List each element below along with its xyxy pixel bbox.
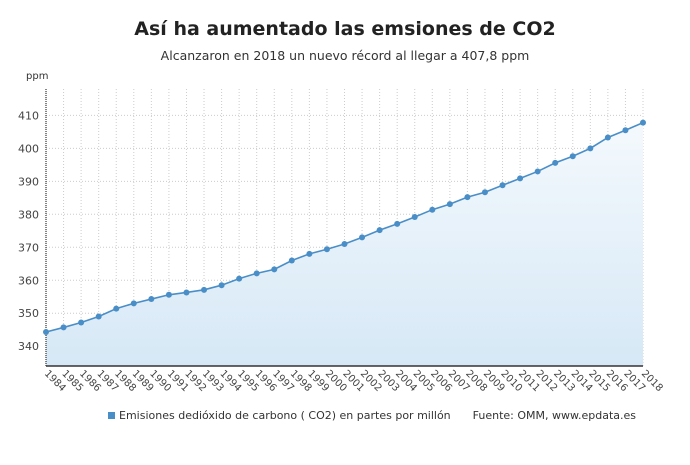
data-point xyxy=(183,289,190,296)
data-point xyxy=(604,134,611,141)
data-point xyxy=(376,227,383,234)
data-point xyxy=(288,257,295,264)
data-point xyxy=(341,240,348,247)
data-point xyxy=(113,305,120,312)
data-point xyxy=(640,119,646,126)
data-point xyxy=(236,275,243,282)
y-tick-label: 340 xyxy=(18,340,39,353)
data-point xyxy=(95,313,102,320)
data-point xyxy=(78,319,85,326)
data-point xyxy=(60,324,67,331)
data-point xyxy=(552,159,559,166)
chart-title: Así ha aumentado las emsiones de CO2 xyxy=(134,18,556,40)
data-point xyxy=(446,201,453,208)
data-point xyxy=(622,127,629,134)
data-point xyxy=(359,234,366,241)
y-tick-label: 370 xyxy=(18,241,39,254)
data-point xyxy=(323,246,330,253)
data-point xyxy=(148,296,155,303)
chart-subtitle: Alcanzaron en 2018 un nuevo récord al ll… xyxy=(160,48,530,63)
data-point xyxy=(165,291,172,298)
data-point xyxy=(517,175,524,182)
data-point xyxy=(271,266,278,273)
data-point xyxy=(569,153,576,160)
data-point xyxy=(411,213,418,220)
y-tick-label: 360 xyxy=(18,274,39,287)
data-point xyxy=(218,282,225,289)
data-point xyxy=(43,329,49,336)
data-point xyxy=(130,300,137,307)
y-tick-label: 390 xyxy=(18,175,39,188)
data-point xyxy=(464,194,471,201)
legend-swatch xyxy=(108,412,115,419)
y-tick-label: 400 xyxy=(18,142,39,155)
data-point xyxy=(201,286,208,293)
legend: Emisiones dedióxido de carbono ( CO2) en… xyxy=(108,409,636,422)
y-axis-label: ppm xyxy=(26,71,48,82)
line-chart: ppm 340350360370380390400410198419851986… xyxy=(18,71,665,394)
data-point xyxy=(394,220,401,227)
source-note: Fuente: OMM, www.epdata.es xyxy=(472,409,637,422)
y-tick-label: 410 xyxy=(18,109,39,122)
data-point xyxy=(587,145,594,152)
data-point xyxy=(534,168,541,175)
data-point xyxy=(481,189,488,196)
data-point xyxy=(499,182,506,189)
y-tick-label: 380 xyxy=(18,208,39,221)
y-tick-label: 350 xyxy=(18,307,39,320)
legend-label: Emisiones dedióxido de carbono ( CO2) en… xyxy=(119,409,451,422)
data-point xyxy=(253,270,260,277)
data-point xyxy=(306,250,313,257)
data-point xyxy=(429,206,436,213)
